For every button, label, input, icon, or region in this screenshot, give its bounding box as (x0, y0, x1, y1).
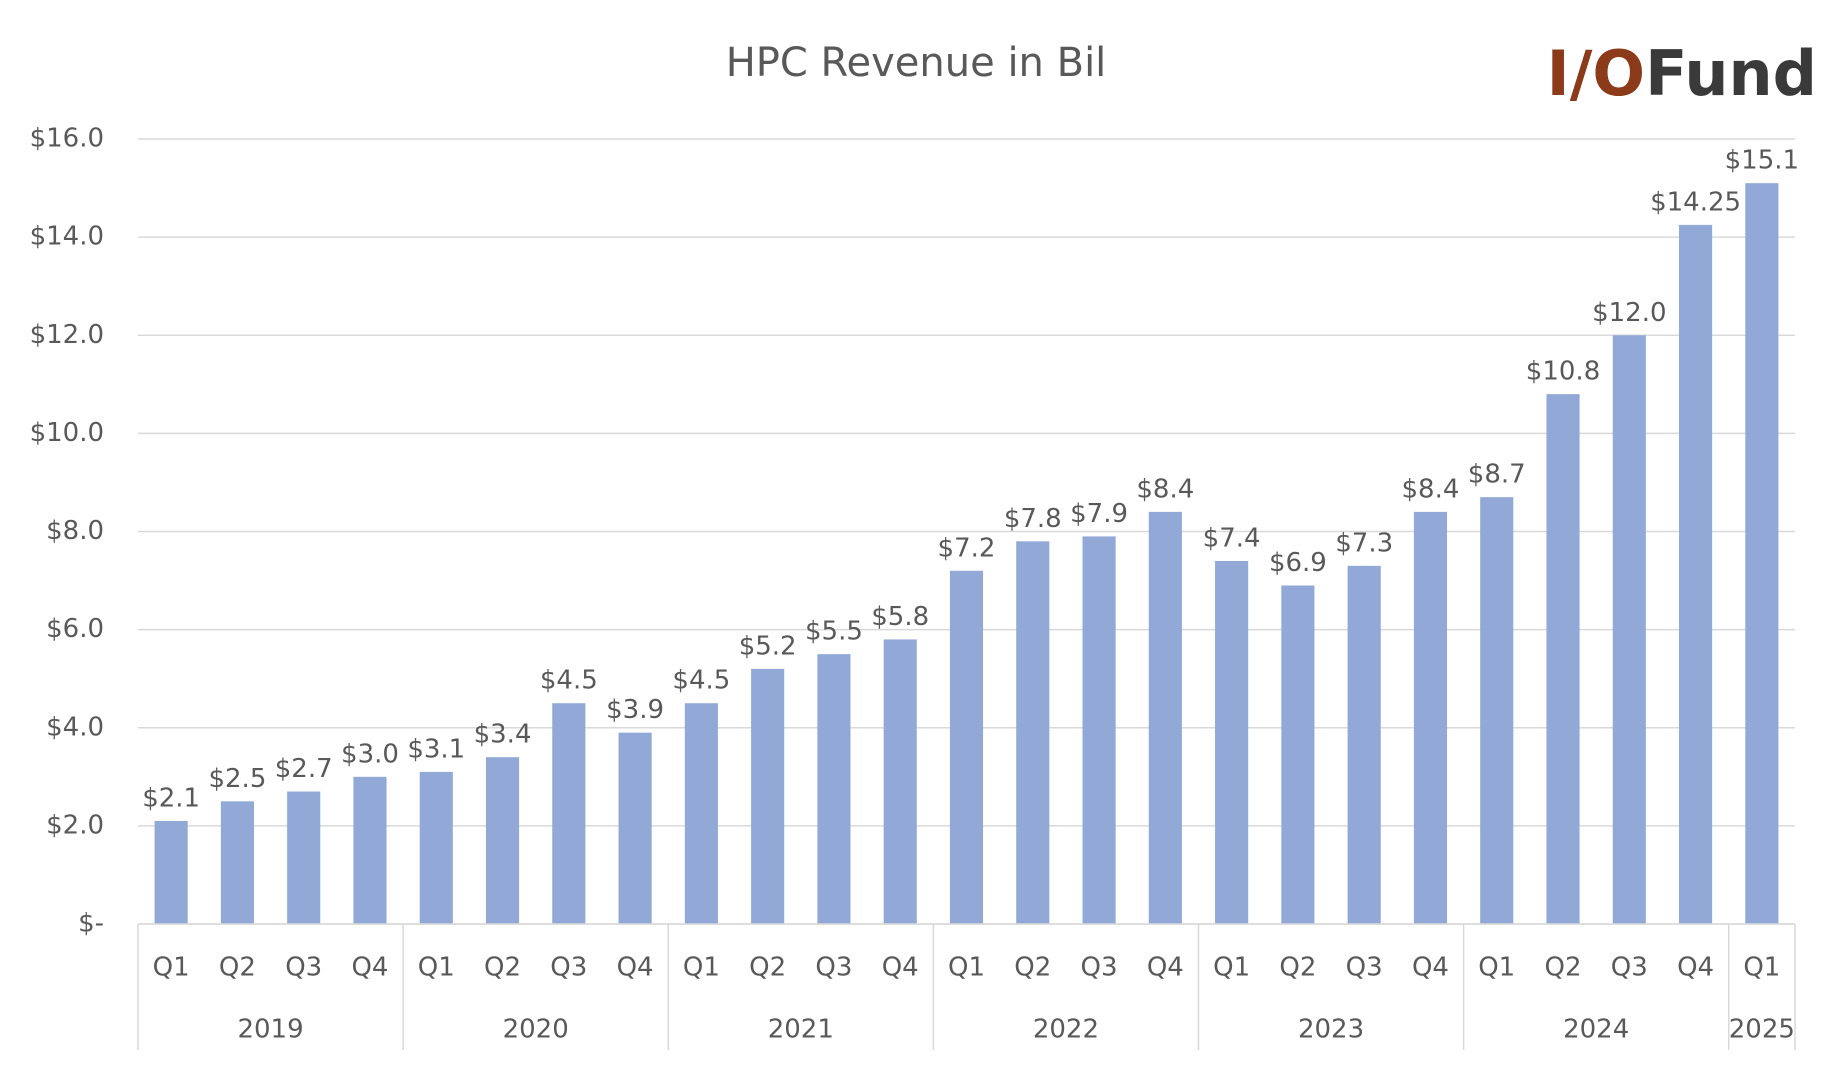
bar (1612, 335, 1646, 924)
data-label: $3.9 (606, 695, 664, 725)
x-group-label: 2020 (503, 1015, 569, 1045)
data-label: $12.0 (1592, 298, 1666, 328)
data-label: $4.5 (540, 666, 598, 696)
logo-part: Fund (1645, 37, 1817, 110)
data-label: $3.0 (341, 739, 399, 769)
x-tick-label: Q2 (749, 953, 786, 983)
y-tick-label: $- (78, 909, 104, 939)
data-label: $8.4 (1136, 474, 1194, 504)
x-group-label: 2022 (1033, 1015, 1099, 1045)
y-tick-label: $10.0 (30, 418, 104, 448)
data-label: $5.5 (805, 617, 863, 647)
bar (1215, 560, 1249, 924)
bar (751, 668, 785, 924)
bar (1413, 511, 1448, 924)
bar (1679, 224, 1713, 924)
x-tick-label: Q1 (683, 953, 720, 983)
x-tick-label: Q1 (153, 953, 190, 983)
x-tick-label: Q2 (484, 953, 521, 983)
y-tick-label: $4.0 (46, 712, 104, 742)
data-label: $5.8 (871, 602, 929, 632)
x-tick-label: Q3 (1081, 953, 1118, 983)
y-tick-label: $12.0 (30, 320, 104, 350)
logo: I/OFund (1547, 37, 1817, 110)
bar (1347, 565, 1381, 924)
bar (883, 639, 917, 924)
x-tick-label: Q4 (1147, 953, 1184, 983)
x-tick-label: Q2 (1279, 953, 1316, 983)
bar (485, 757, 520, 924)
bar (618, 732, 652, 924)
bar (419, 771, 453, 924)
x-tick-label: Q3 (1346, 953, 1383, 983)
data-label: $8.4 (1402, 474, 1460, 504)
data-label: $15.1 (1725, 146, 1799, 176)
x-group-label: 2023 (1298, 1015, 1364, 1045)
y-tick-label: $6.0 (46, 614, 104, 644)
x-tick-label: Q4 (1412, 953, 1449, 983)
bar (552, 703, 586, 924)
x-group-label: 2025 (1729, 1015, 1795, 1045)
bar (1016, 541, 1050, 924)
bar (949, 570, 984, 924)
data-label: $3.4 (474, 720, 532, 750)
x-group-label: 2024 (1563, 1015, 1629, 1045)
y-tick-label: $2.0 (46, 810, 104, 840)
x-tick-label: Q4 (882, 953, 919, 983)
logo-part: I/O (1547, 37, 1645, 110)
x-group-label: 2019 (237, 1015, 303, 1045)
bar (154, 820, 188, 924)
bar (684, 703, 718, 924)
data-label: $7.8 (1004, 504, 1062, 534)
x-tick-label: Q1 (418, 953, 455, 983)
x-tick-label: Q1 (1478, 953, 1515, 983)
x-tick-label: Q3 (285, 953, 322, 983)
x-tick-label: Q1 (948, 953, 985, 983)
data-label: $7.3 (1335, 528, 1393, 558)
data-label: $4.5 (672, 666, 730, 696)
data-label: $8.7 (1468, 460, 1526, 490)
x-tick-label: Q1 (1213, 953, 1250, 983)
bar (287, 791, 321, 924)
x-tick-label: Q1 (1743, 953, 1780, 983)
bar (1082, 536, 1116, 924)
bar (1546, 394, 1580, 924)
bar (817, 654, 851, 924)
data-label: $2.5 (208, 764, 266, 794)
data-label: $7.9 (1070, 499, 1128, 529)
y-tick-label: $14.0 (30, 222, 104, 252)
x-tick-label: Q2 (219, 953, 256, 983)
data-label: $2.1 (142, 783, 200, 813)
data-label: $6.9 (1269, 548, 1327, 578)
y-tick-label: $16.0 (30, 124, 104, 154)
data-label: $2.7 (275, 754, 333, 784)
x-tick-label: Q3 (815, 953, 852, 983)
bar (1480, 497, 1514, 924)
data-label: $7.4 (1203, 523, 1261, 553)
x-tick-label: Q3 (1611, 953, 1648, 983)
bar (1745, 183, 1779, 924)
x-tick-label: Q4 (617, 953, 654, 983)
bar (1281, 585, 1315, 924)
data-label: $5.2 (739, 631, 797, 661)
x-group-label: 2021 (768, 1015, 834, 1045)
chart-title: HPC Revenue in Bil (726, 40, 1107, 86)
data-label: $14.25 (1650, 187, 1741, 217)
data-label: $7.2 (938, 533, 996, 563)
bar (1148, 511, 1182, 924)
x-tick-label: Q4 (351, 953, 388, 983)
x-tick-label: Q2 (1545, 953, 1582, 983)
bar (220, 801, 254, 924)
y-tick-label: $8.0 (46, 516, 104, 546)
bar (353, 776, 387, 924)
data-label: $3.1 (407, 734, 465, 764)
x-tick-label: Q3 (550, 953, 587, 983)
data-label: $10.8 (1526, 357, 1600, 387)
x-tick-label: Q4 (1677, 953, 1714, 983)
x-tick-label: Q2 (1014, 953, 1051, 983)
